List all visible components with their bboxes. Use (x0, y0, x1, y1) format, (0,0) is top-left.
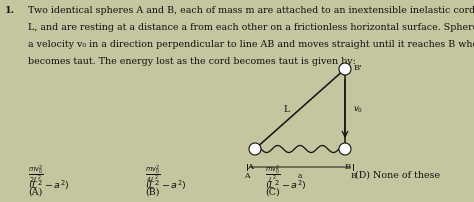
Text: L, and are resting at a distance a from each other on a frictionless horizontal : L, and are resting at a distance a from … (28, 23, 474, 32)
Text: $(L^2 - a^2)$: $(L^2 - a^2)$ (265, 177, 307, 191)
Text: $v_0$: $v_0$ (353, 104, 363, 115)
Circle shape (339, 143, 351, 155)
Text: B: B (350, 171, 356, 179)
Text: (A): (A) (28, 187, 42, 196)
Text: B: B (345, 162, 351, 170)
Text: 1.: 1. (5, 6, 15, 15)
Text: (B): (B) (145, 187, 159, 196)
Text: B': B' (354, 64, 363, 72)
Text: L: L (283, 105, 289, 114)
Text: (C): (C) (265, 187, 280, 196)
Text: $(L^2 - a^2)$: $(L^2 - a^2)$ (145, 177, 186, 191)
Text: A: A (247, 162, 253, 170)
Text: $\frac{mv_0^2}{4L^2}$: $\frac{mv_0^2}{4L^2}$ (145, 162, 161, 184)
Text: (D) None of these: (D) None of these (355, 170, 440, 179)
Text: a velocity v₀ in a direction perpendicular to line AB and moves straight until i: a velocity v₀ in a direction perpendicul… (28, 40, 474, 49)
Circle shape (249, 143, 261, 155)
Circle shape (339, 64, 351, 76)
Text: Two identical spheres A and B, each of mass m are attached to an inextensible in: Two identical spheres A and B, each of m… (28, 6, 474, 15)
Text: becomes taut. The energy lost as the cord becomes taut is given by:: becomes taut. The energy lost as the cor… (28, 57, 356, 66)
Text: A: A (244, 171, 250, 179)
Text: a: a (298, 171, 302, 179)
Text: $\frac{mv_0^2}{L^2}$: $\frac{mv_0^2}{L^2}$ (265, 162, 281, 184)
Text: $\frac{mv_0^2}{2L^2}$: $\frac{mv_0^2}{2L^2}$ (28, 162, 44, 184)
Text: $(L^2 - a^2)$: $(L^2 - a^2)$ (28, 177, 70, 191)
